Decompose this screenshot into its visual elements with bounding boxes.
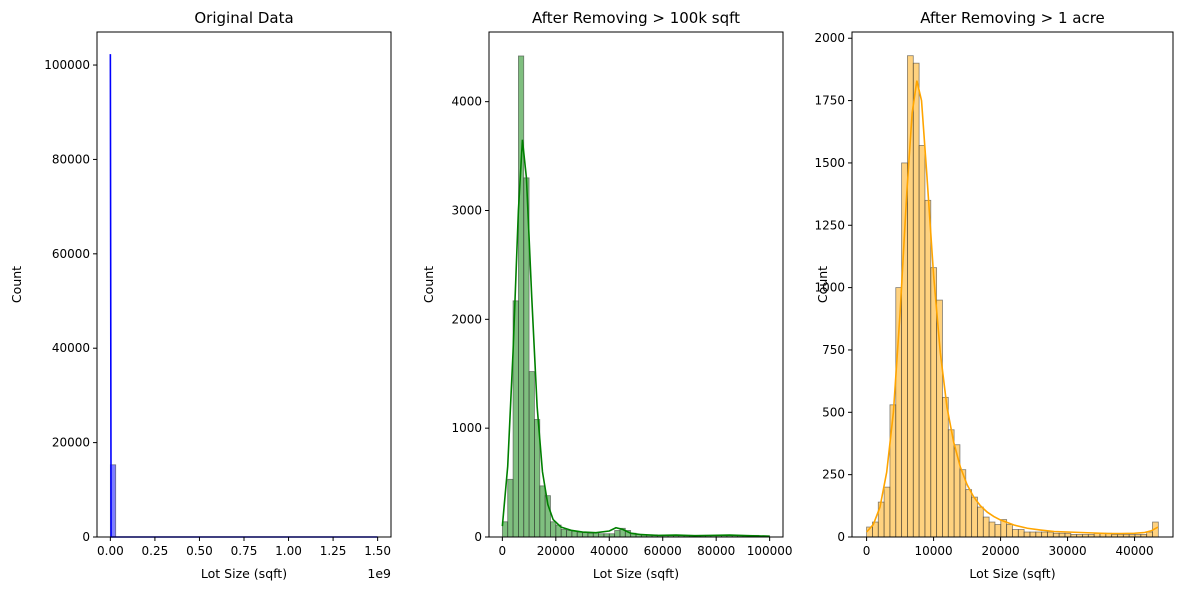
x-tick-label: 0.50 <box>186 544 213 558</box>
histogram-bar <box>988 521 996 538</box>
x-tick-label: 1.00 <box>275 544 302 558</box>
histogram-bar <box>965 489 973 538</box>
histogram-bar <box>1146 531 1153 538</box>
histogram-bar <box>1029 531 1037 538</box>
histogram-bar <box>582 532 589 538</box>
histogram-bar <box>924 199 932 538</box>
chart-title: After Removing > 1 acre <box>920 9 1105 27</box>
y-tick-label: 1250 <box>814 218 845 232</box>
y-axis-label: Count <box>815 266 830 303</box>
x-tick-label: 40000 <box>1115 544 1153 558</box>
histogram-bar <box>942 396 949 538</box>
x-tick-label: 30000 <box>1048 544 1086 558</box>
histogram-bar <box>518 55 525 538</box>
y-tick-label: 750 <box>822 343 845 357</box>
histogram-bar <box>566 530 573 538</box>
y-tick-label: 4000 <box>451 95 482 109</box>
histogram-bar <box>947 429 955 538</box>
histogram-bar <box>576 531 583 538</box>
histogram-bar <box>977 506 984 538</box>
histogram-bar <box>971 496 978 538</box>
histogram-bar <box>528 371 535 538</box>
histogram-bar <box>994 524 1002 538</box>
chart-title: Original Data <box>194 9 293 27</box>
y-axis-label: Count <box>421 266 436 303</box>
histogram-bar <box>918 145 926 538</box>
chart-title: After Removing > 100k sqft <box>532 9 740 27</box>
kde-line <box>501 139 770 537</box>
histogram-bar <box>1052 532 1060 538</box>
histogram-bar <box>1023 531 1031 538</box>
y-tick-label: 100000 <box>44 58 90 72</box>
kde-line <box>109 54 378 538</box>
histogram-bar <box>982 516 990 538</box>
y-tick-label: 1000 <box>814 281 845 295</box>
histogram-bar <box>539 485 546 538</box>
y-tick-label: 2000 <box>814 31 845 45</box>
x-axis-label: Lot Size (sqft) <box>201 566 287 581</box>
x-tick-label: 0.00 <box>97 544 124 558</box>
x-tick-label: 100000 <box>747 544 793 558</box>
histogram-bar <box>507 478 514 538</box>
histogram-bar <box>560 528 567 538</box>
histogram-bar <box>953 444 961 538</box>
histogram-bar <box>889 404 897 538</box>
histogram-bar <box>1035 531 1043 538</box>
y-tick-label: 3000 <box>451 203 482 217</box>
y-tick-label: 1750 <box>814 94 845 108</box>
histogram-panel-original: 0.00 0.25 0.50 0.75 1.00 1.25 1.50 0 20000 40000… <box>9 9 392 581</box>
y-tick-label: 0 <box>82 530 90 544</box>
x-tick-label: 0.25 <box>142 544 169 558</box>
kde-line <box>866 80 1159 535</box>
histogram-bar <box>550 521 557 538</box>
x-axis-label: Lot Size (sqft) <box>969 566 1055 581</box>
histogram-panel-100k: 0 20000 40000 60000 80000 100000 0 1000 2000 300… <box>421 9 793 581</box>
histogram-bar <box>1047 531 1054 538</box>
axes-frame <box>96 31 392 538</box>
axes-frame <box>488 31 784 538</box>
x-tick-label: 60000 <box>644 544 682 558</box>
y-tick-label: 1000 <box>451 421 482 435</box>
x-axis-label: Lot Size (sqft) <box>593 566 679 581</box>
histogram-bar <box>1017 529 1025 538</box>
x-tick-label: 0.75 <box>231 544 258 558</box>
y-tick-label: 60000 <box>52 247 90 261</box>
y-tick-label: 20000 <box>52 436 90 450</box>
y-tick-label: 0 <box>474 530 482 544</box>
x-tick-label: 1.25 <box>320 544 347 558</box>
y-axis-label: Count <box>9 266 24 303</box>
histogram-bar <box>1012 529 1019 538</box>
histogram-panel-1acre: 0 10000 20000 30000 40000 0 250 500 750 1000 1250… <box>814 9 1174 581</box>
histogram-bar <box>587 532 594 538</box>
histogram-bar <box>1006 524 1013 538</box>
x-tick-label: 20000 <box>981 544 1019 558</box>
x-tick-label: 0 <box>499 544 507 558</box>
histogram-bar <box>1041 531 1048 538</box>
histogram-bar <box>883 486 891 538</box>
y-tick-label: 2000 <box>451 312 482 326</box>
histogram-bar <box>1064 532 1072 538</box>
y-tick-label: 40000 <box>52 341 90 355</box>
histogram-bar <box>1058 532 1066 538</box>
histogram-bar <box>901 162 908 538</box>
x-tick-label: 1.50 <box>364 544 391 558</box>
x-tick-label: 10000 <box>914 544 952 558</box>
x-tick-label: 40000 <box>590 544 628 558</box>
axes-frame <box>851 31 1174 538</box>
y-tick-label: 0 <box>837 530 845 544</box>
x-tick-label: 0 <box>863 544 871 558</box>
histogram-bar <box>614 530 621 538</box>
histogram-bar <box>912 62 920 538</box>
x-tick-label: 80000 <box>697 544 735 558</box>
y-tick-label: 500 <box>822 405 845 419</box>
x-axis-offset-text: 1e9 <box>367 566 391 581</box>
y-tick-label: 80000 <box>52 152 90 166</box>
x-tick-label: 20000 <box>537 544 575 558</box>
y-tick-label: 250 <box>822 468 845 482</box>
y-tick-label: 1500 <box>814 156 845 170</box>
